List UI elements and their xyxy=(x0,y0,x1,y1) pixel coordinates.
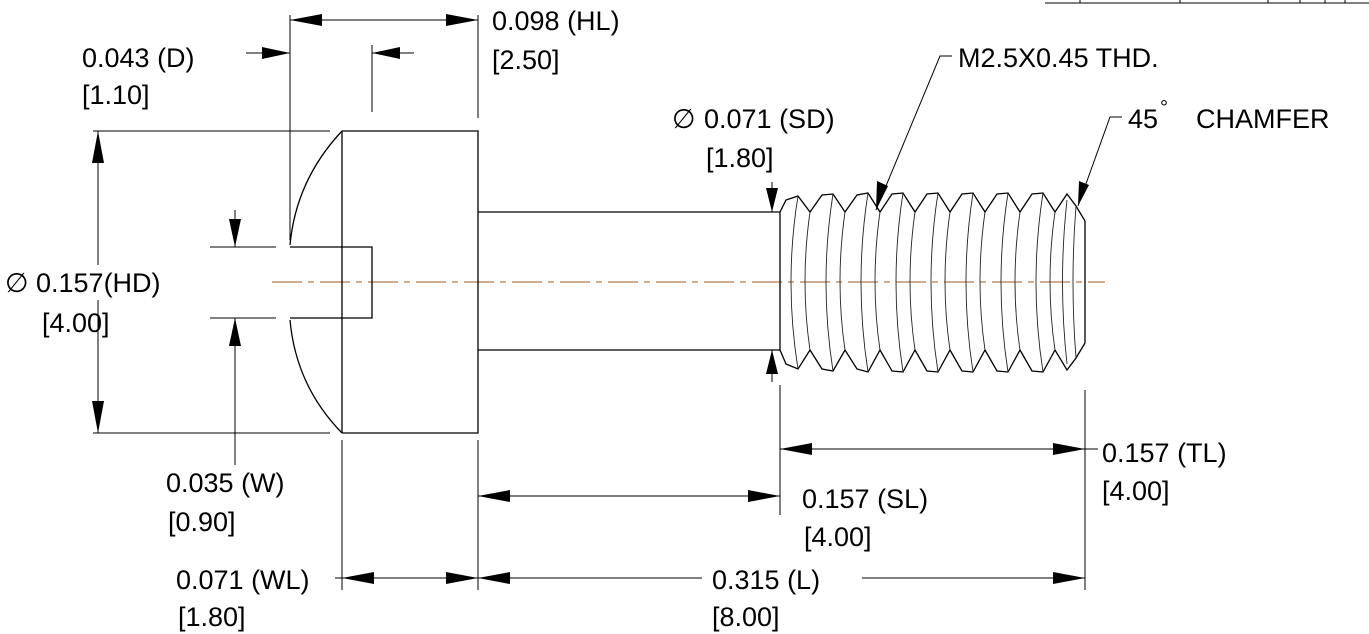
w-value: 0.035 (W) xyxy=(166,468,285,498)
tl-metric: [4.00] xyxy=(1102,476,1170,506)
dimension-tl xyxy=(780,443,1098,455)
dimension-l xyxy=(478,572,1085,584)
wl-metric: [1.80] xyxy=(178,602,246,632)
hd-symbol: ∅ xyxy=(5,268,29,298)
wl-value: 0.071 (WL) xyxy=(176,565,310,595)
w-metric: [0.90] xyxy=(168,507,236,537)
dimension-hl xyxy=(290,14,478,26)
screw-shank xyxy=(478,211,780,351)
extension-lines xyxy=(93,15,1086,590)
chamfer-angle: 45 xyxy=(1128,104,1158,134)
l-value: 0.315 (L) xyxy=(712,565,820,595)
chamfer-degree: ° xyxy=(1160,97,1168,119)
tl-value: 0.157 (TL) xyxy=(1102,438,1227,468)
leader-chamfer xyxy=(1077,116,1122,207)
hl-metric: [2.50] xyxy=(492,45,560,75)
sl-metric: [4.00] xyxy=(804,522,872,552)
d-value: 0.043 (D) xyxy=(82,43,195,73)
dimension-sl xyxy=(478,490,780,502)
screw-head xyxy=(289,130,479,434)
l-metric: [8.00] xyxy=(712,602,780,632)
sd-metric: [1.80] xyxy=(706,143,774,173)
dimension-hd xyxy=(92,131,104,433)
dimension-sd xyxy=(766,182,778,382)
sl-value: 0.157 (SL) xyxy=(802,484,928,514)
leader-thread xyxy=(875,55,952,211)
dimension-d xyxy=(246,47,414,59)
thread-section xyxy=(779,192,1086,373)
hd-value: 0.157(HD) xyxy=(36,268,161,298)
sd-value: 0.071 (SD) xyxy=(704,104,835,134)
chamfer-label: CHAMFER xyxy=(1196,104,1330,134)
dimension-wl xyxy=(335,572,478,584)
thread-label: M2.5X0.45 THD. xyxy=(958,43,1159,73)
title-block-fragment xyxy=(1045,0,1369,4)
hd-metric: [4.00] xyxy=(42,308,110,338)
hl-value: 0.098 (HL) xyxy=(492,6,620,36)
dimension-w xyxy=(210,210,276,465)
sd-symbol: ∅ xyxy=(672,104,696,134)
d-metric: [1.10] xyxy=(82,80,150,110)
